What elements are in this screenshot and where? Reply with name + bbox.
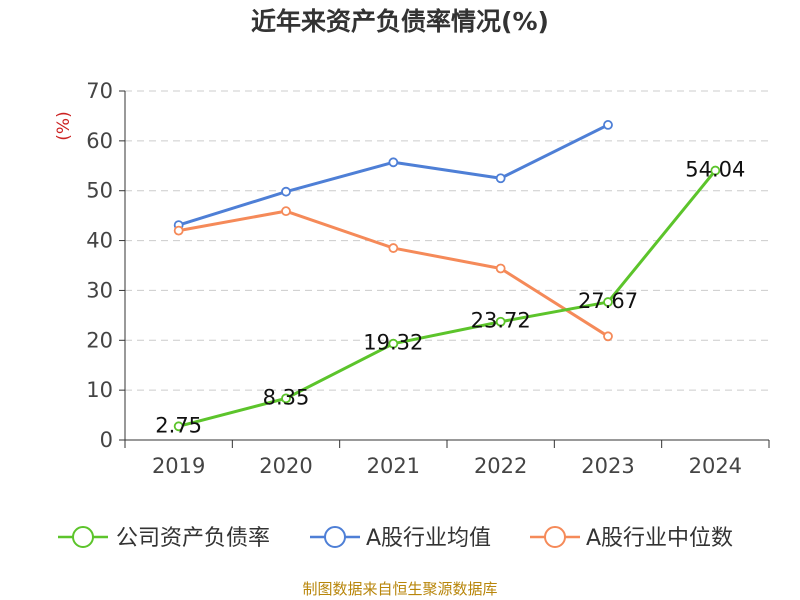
data-point	[495, 263, 506, 274]
series-line	[178, 209, 609, 338]
data-point	[495, 173, 506, 184]
series-layer	[173, 120, 721, 432]
y-tick-label: 0	[100, 428, 113, 452]
data-label: 54.04	[685, 158, 745, 182]
data-point	[173, 225, 184, 236]
data-point	[281, 206, 291, 217]
legend-label: 公司资产负债率	[116, 526, 270, 551]
y-tick-label: 30	[86, 278, 113, 302]
legend-item: 公司资产负债率	[58, 526, 270, 551]
data-point	[173, 421, 184, 432]
data-point	[388, 338, 399, 349]
data-label: 23.72	[471, 309, 531, 333]
legend: 公司资产负债率 A股行业均值 A股行业中位数	[58, 526, 733, 551]
axes: 0 10 20 30 40 50 60 70 (%) 2019 2020 2021 2022 2023 20…	[54, 79, 770, 478]
data-label: 19.32	[363, 331, 423, 355]
y-tick-label: 50	[86, 179, 113, 203]
data-point	[388, 243, 399, 253]
data-point	[281, 393, 291, 404]
x-tick-label: 2023	[581, 454, 634, 478]
legend-marker	[324, 526, 346, 548]
legend-label: A股行业均值	[366, 526, 491, 551]
data-labels: 2.75 8.35 19.32 23.72 27.67 54.04	[155, 158, 745, 438]
x-tick-label: 2024	[689, 454, 742, 478]
y-tick-label: 60	[86, 129, 113, 153]
data-label: 2.75	[155, 413, 202, 437]
y-tick-label: 70	[86, 79, 113, 103]
source-note: 制图数据来自恒生聚源数据库	[302, 580, 498, 598]
series-line	[178, 169, 717, 428]
data-point	[603, 297, 613, 307]
x-tick-label: 2020	[259, 454, 312, 478]
legend-item: A股行业中位数	[530, 526, 733, 551]
y-tick-label: 10	[86, 378, 113, 402]
chart-title: 近年来资产负债率情况(%)	[251, 7, 549, 36]
legend-label: A股行业中位数	[586, 526, 733, 551]
data-point	[603, 331, 613, 342]
data-point	[388, 157, 399, 168]
data-label: 27.67	[578, 289, 638, 313]
legend-item: A股行业均值	[310, 526, 491, 551]
y-tick-label: 20	[86, 328, 113, 352]
x-tick-label: 2021	[367, 454, 420, 478]
x-tick-label: 2019	[152, 454, 205, 478]
x-tick-label: 2022	[474, 454, 527, 478]
data-point	[710, 165, 721, 176]
legend-marker	[544, 526, 566, 548]
data-label: 8.35	[263, 385, 310, 409]
legend-marker	[72, 526, 94, 548]
data-point	[495, 316, 506, 327]
series-line	[178, 123, 609, 227]
data-point	[603, 120, 613, 130]
data-point	[281, 186, 291, 197]
y-axis-label: (%)	[54, 111, 74, 140]
grid-lines	[125, 90, 769, 391]
y-tick-label: 40	[86, 229, 113, 253]
